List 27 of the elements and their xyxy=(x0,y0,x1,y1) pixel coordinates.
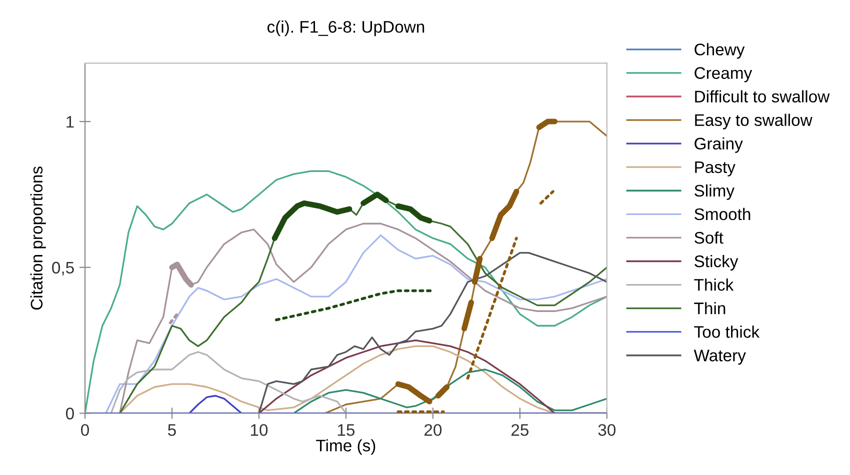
legend-label: Thin xyxy=(694,302,726,314)
legend-label: Creamy xyxy=(694,67,752,82)
x-tick-label: 5 xyxy=(168,424,176,436)
x-tick-label: 30 xyxy=(598,424,616,436)
x-tick-label: 15 xyxy=(338,424,355,436)
chart-title: c(i). F1_6-8: UpDown xyxy=(267,20,424,36)
legend-label: Chewy xyxy=(694,43,745,59)
legend-label: Watery xyxy=(694,350,746,365)
legend-label: Sticky xyxy=(694,254,738,271)
legend-label: Thick xyxy=(694,278,734,291)
legend-label: Slimy xyxy=(694,184,734,200)
x-axis-title: Time (s) xyxy=(316,439,376,455)
y-tick-label: 1 xyxy=(66,116,74,128)
y-tick-label: 0 xyxy=(66,408,74,420)
y-tick-label: 0,5 xyxy=(52,262,74,276)
y-axis-title: Citation proportions xyxy=(30,166,46,310)
x-tick-label: 20 xyxy=(424,424,442,436)
legend-label: Difficult to swallow xyxy=(695,90,830,102)
legend-label: Pasty xyxy=(695,161,736,176)
legend-label: Grainy xyxy=(694,137,743,153)
x-tick-label: 25 xyxy=(511,424,528,436)
legend-label: Too thick xyxy=(694,326,760,338)
x-tick-label: 10 xyxy=(250,424,268,436)
legend-label: Smooth xyxy=(694,208,750,220)
legend-label: Easy to swallow xyxy=(695,114,812,130)
legend-label: Soft xyxy=(694,231,724,244)
x-tick-label: 0 xyxy=(81,424,89,436)
